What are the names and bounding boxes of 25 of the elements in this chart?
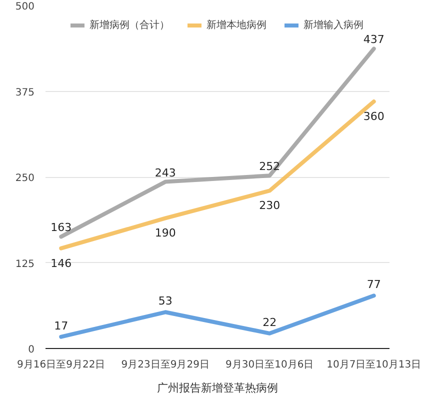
- x-tick-label: 10月7日至10月13日: [326, 360, 422, 370]
- data-label: 163: [50, 221, 72, 234]
- data-label: 360: [363, 110, 384, 124]
- text: 广州报告新增登革热病例: [157, 382, 278, 394]
- y-tick-label: 500: [15, 2, 35, 12]
- x-tick-label: 9月16日至9月22日: [17, 360, 106, 370]
- x-tick-label: 9月30日至10月6日: [226, 360, 314, 370]
- data-label: 252: [259, 160, 280, 174]
- data-label: 146: [50, 256, 72, 270]
- data-label: 53: [158, 294, 172, 308]
- data-label: 230: [259, 199, 280, 212]
- legend-label: 新增本地病例: [206, 18, 266, 32]
- y-tick-label: 250: [15, 173, 35, 184]
- data-label: 17: [54, 319, 68, 332]
- x-tick-label: 9月23日至9月29日: [121, 360, 210, 370]
- data-label: 77: [366, 278, 381, 292]
- data-label: 22: [262, 316, 277, 329]
- legend-label: 新增病例（合计）: [90, 18, 170, 32]
- y-tick-label: 0: [28, 344, 35, 356]
- y-tick-label: 375: [15, 87, 35, 98]
- data-label: 437: [363, 33, 384, 46]
- legend-label: 新增输入病例: [304, 18, 364, 32]
- data-label: 243: [154, 166, 176, 180]
- y-tick-label: 125: [15, 258, 35, 270]
- data-label: 190: [154, 226, 176, 240]
